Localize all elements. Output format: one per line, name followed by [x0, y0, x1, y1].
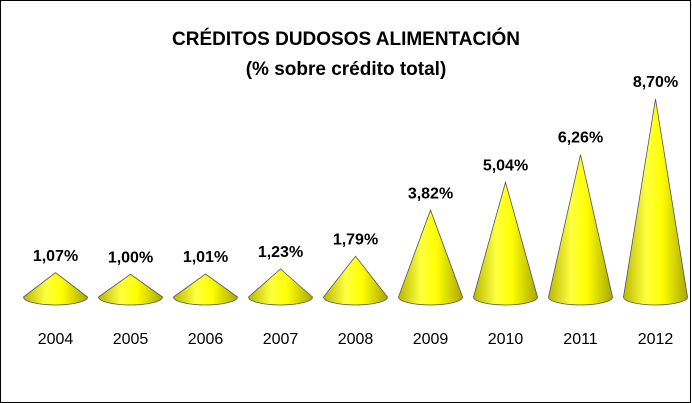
x-tick-label: 2011: [563, 331, 598, 348]
value-label: 3,82%: [408, 185, 453, 202]
x-tick-label: 2004: [38, 331, 74, 348]
cone: [248, 268, 313, 306]
cone: [98, 273, 163, 306]
value-label: 1,23%: [258, 244, 303, 261]
x-tick-label: 2009: [413, 331, 449, 348]
chart-title: CRÉDITOS DUDOSOS ALIMENTACIÓN: [172, 28, 520, 50]
x-tick-label: 2010: [488, 331, 524, 348]
x-tick-label: 2012: [638, 331, 674, 348]
value-label: 1,00%: [108, 249, 153, 266]
chart-subtitle: (% sobre crédito total): [246, 59, 447, 80]
value-label: 1,01%: [183, 249, 228, 266]
x-tick-label: 2008: [338, 331, 374, 348]
cone: [23, 272, 88, 306]
x-tick-label: 2005: [113, 331, 149, 348]
cone: [173, 273, 238, 306]
value-label: 6,26%: [558, 130, 603, 147]
x-tick-label: 2006: [188, 331, 224, 348]
cone: [548, 154, 613, 306]
value-label: 5,04%: [483, 158, 528, 175]
cone: [473, 180, 538, 306]
value-label: 8,70%: [633, 74, 678, 91]
value-label: 1,07%: [33, 248, 78, 265]
cone: [323, 255, 388, 306]
cone: [623, 98, 688, 306]
x-tick-label: 2007: [263, 331, 299, 348]
cone: [398, 208, 463, 306]
value-label: 1,79%: [333, 231, 378, 248]
